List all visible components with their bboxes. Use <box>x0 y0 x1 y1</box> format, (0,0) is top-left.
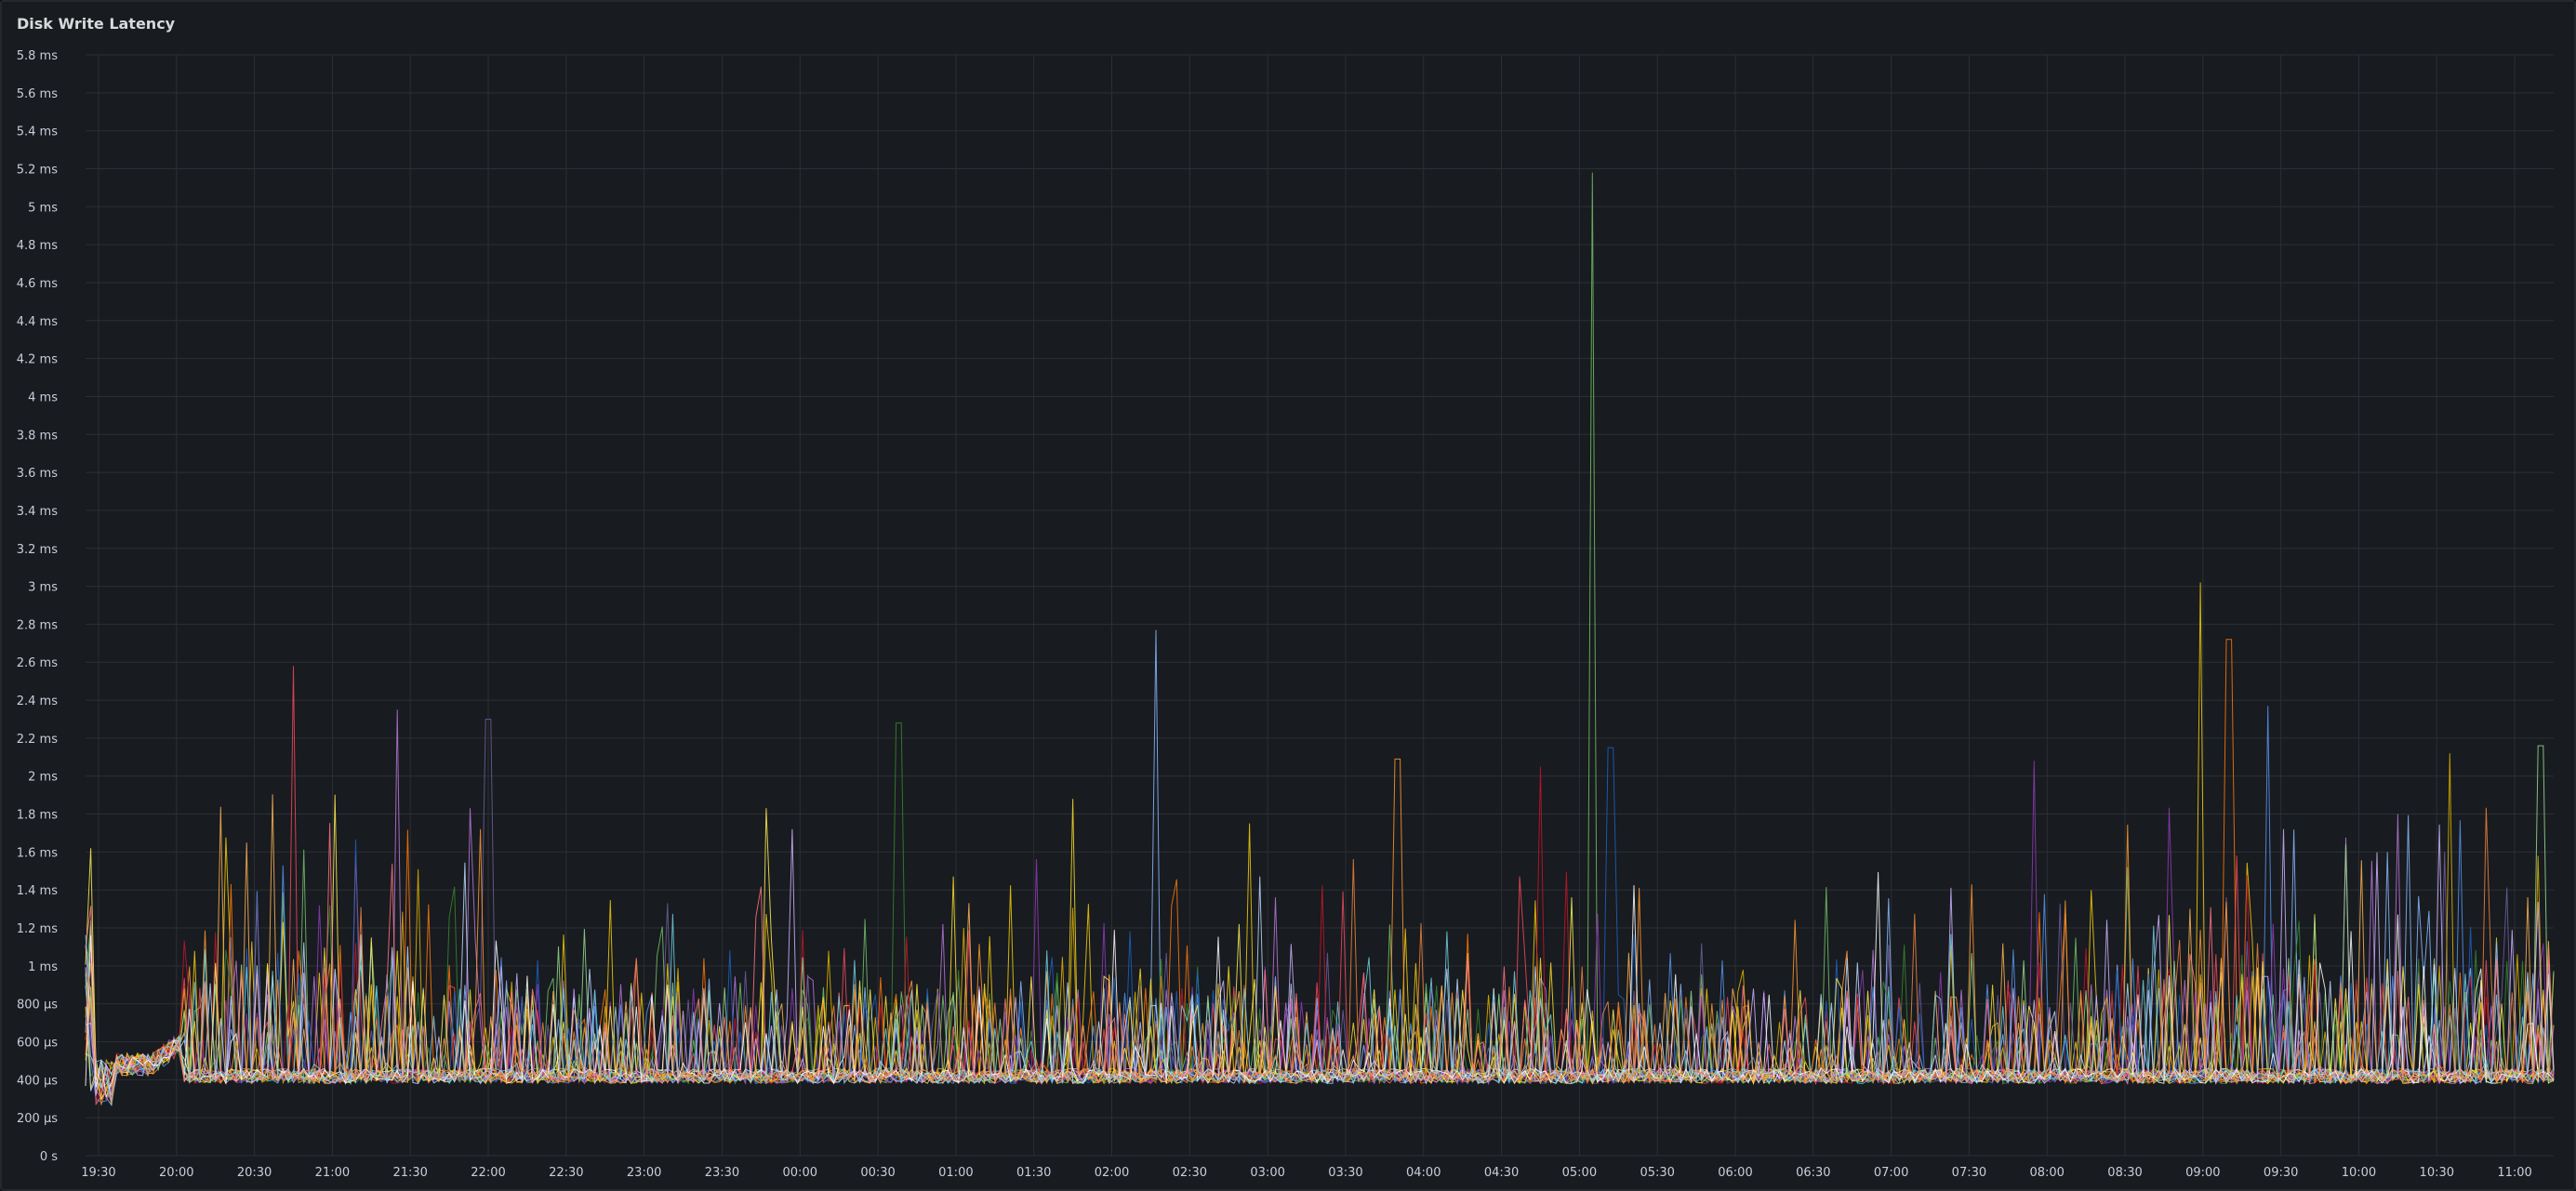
y-tick-label: 400 µs <box>17 1074 58 1088</box>
x-tick-label: 01:00 <box>938 1166 973 1180</box>
x-tick-label: 19:30 <box>81 1166 115 1180</box>
x-tick-label: 03:00 <box>1250 1166 1284 1180</box>
x-tick-label: 03:30 <box>1328 1166 1362 1180</box>
x-tick-label: 08:00 <box>2029 1166 2064 1180</box>
x-tick-label: 11:00 <box>2497 1166 2531 1180</box>
x-tick-label: 09:30 <box>2264 1166 2298 1180</box>
x-tick-label: 05:00 <box>1562 1166 1597 1180</box>
series-line <box>85 913 2555 1105</box>
y-axis-labels: 0 s 200 µs 400 µs 600 µs 800 µs 1 ms 1.2 ms 1.4… <box>17 49 58 1164</box>
y-tick-label: 4.4 ms <box>17 315 58 329</box>
x-tick-label: 10:30 <box>2420 1166 2454 1180</box>
y-tick-label: 2 ms <box>28 771 58 785</box>
x-tick-label: 23:00 <box>627 1166 661 1180</box>
y-tick-label: 4 ms <box>28 390 58 404</box>
x-tick-label: 00:00 <box>783 1166 817 1180</box>
y-tick-label: 3.6 ms <box>17 467 58 481</box>
y-tick-label: 3 ms <box>28 581 58 595</box>
x-tick-label: 21:30 <box>392 1166 427 1180</box>
series-group <box>85 172 2555 1107</box>
x-tick-label: 21:00 <box>315 1166 350 1180</box>
y-tick-label: 3.8 ms <box>17 429 58 443</box>
x-tick-label: 04:00 <box>1406 1166 1441 1180</box>
x-tick-label: 02:00 <box>1095 1166 1129 1180</box>
x-tick-label: 07:00 <box>1874 1166 1908 1180</box>
y-tick-label: 1 ms <box>28 960 58 974</box>
x-tick-label: 22:30 <box>549 1166 583 1180</box>
series-line <box>85 807 2555 1105</box>
x-axis-labels: 19:30 20:00 20:30 21:00 21:30 22:00 22:30 23:00… <box>81 1166 2532 1180</box>
y-tick-label: 2.4 ms <box>17 695 58 708</box>
x-tick-label: 22:00 <box>471 1166 505 1180</box>
x-grid <box>98 55 2516 1156</box>
y-tick-label: 2.8 ms <box>17 618 58 632</box>
y-tick-label: 4.2 ms <box>17 353 58 367</box>
x-tick-label: 06:30 <box>1796 1166 1830 1180</box>
x-tick-label: 23:30 <box>705 1166 739 1180</box>
x-tick-label: 06:00 <box>1718 1166 1752 1180</box>
x-tick-label: 10:00 <box>2342 1166 2376 1180</box>
y-tick-label: 5 ms <box>28 201 58 215</box>
y-tick-label: 0 s <box>40 1150 58 1164</box>
x-tick-label: 04:30 <box>1484 1166 1519 1180</box>
x-tick-label: 07:30 <box>1952 1166 1986 1180</box>
x-tick-label: 05:30 <box>1640 1166 1674 1180</box>
x-tick-label: 00:30 <box>860 1166 895 1180</box>
y-tick-label: 1.2 ms <box>17 922 58 936</box>
y-tick-label: 5.2 ms <box>17 163 58 177</box>
y-tick-label: 1.6 ms <box>17 846 58 860</box>
y-tick-label: 5.6 ms <box>17 87 58 101</box>
y-tick-label: 2.2 ms <box>17 733 58 747</box>
x-tick-label: 01:30 <box>1016 1166 1051 1180</box>
series-line <box>85 871 2555 1097</box>
y-tick-label: 200 µs <box>17 1112 58 1126</box>
y-tick-label: 3.2 ms <box>17 543 58 557</box>
y-tick-label: 2.6 ms <box>17 656 58 670</box>
x-tick-label: 20:00 <box>159 1166 193 1180</box>
x-tick-label: 20:30 <box>237 1166 272 1180</box>
series-line <box>85 862 2555 1092</box>
y-tick-label: 4.8 ms <box>17 239 58 253</box>
x-tick-label: 08:30 <box>2107 1166 2142 1180</box>
y-tick-label: 1.8 ms <box>17 809 58 823</box>
x-tick-label: 09:00 <box>2185 1166 2220 1180</box>
y-tick-label: 600 µs <box>17 1037 58 1051</box>
series-line <box>85 824 2555 1103</box>
y-tick-label: 800 µs <box>17 999 58 1012</box>
series-line <box>85 666 2555 1089</box>
y-tick-label: 5.4 ms <box>17 126 58 139</box>
panel-title[interactable]: Disk Write Latency <box>17 15 176 33</box>
y-tick-label: 4.6 ms <box>17 277 58 291</box>
y-tick-label: 5.8 ms <box>17 49 58 63</box>
x-tick-label: 02:30 <box>1173 1166 1207 1180</box>
y-tick-label: 1.4 ms <box>17 884 58 898</box>
y-tick-label: 3.4 ms <box>17 505 58 519</box>
